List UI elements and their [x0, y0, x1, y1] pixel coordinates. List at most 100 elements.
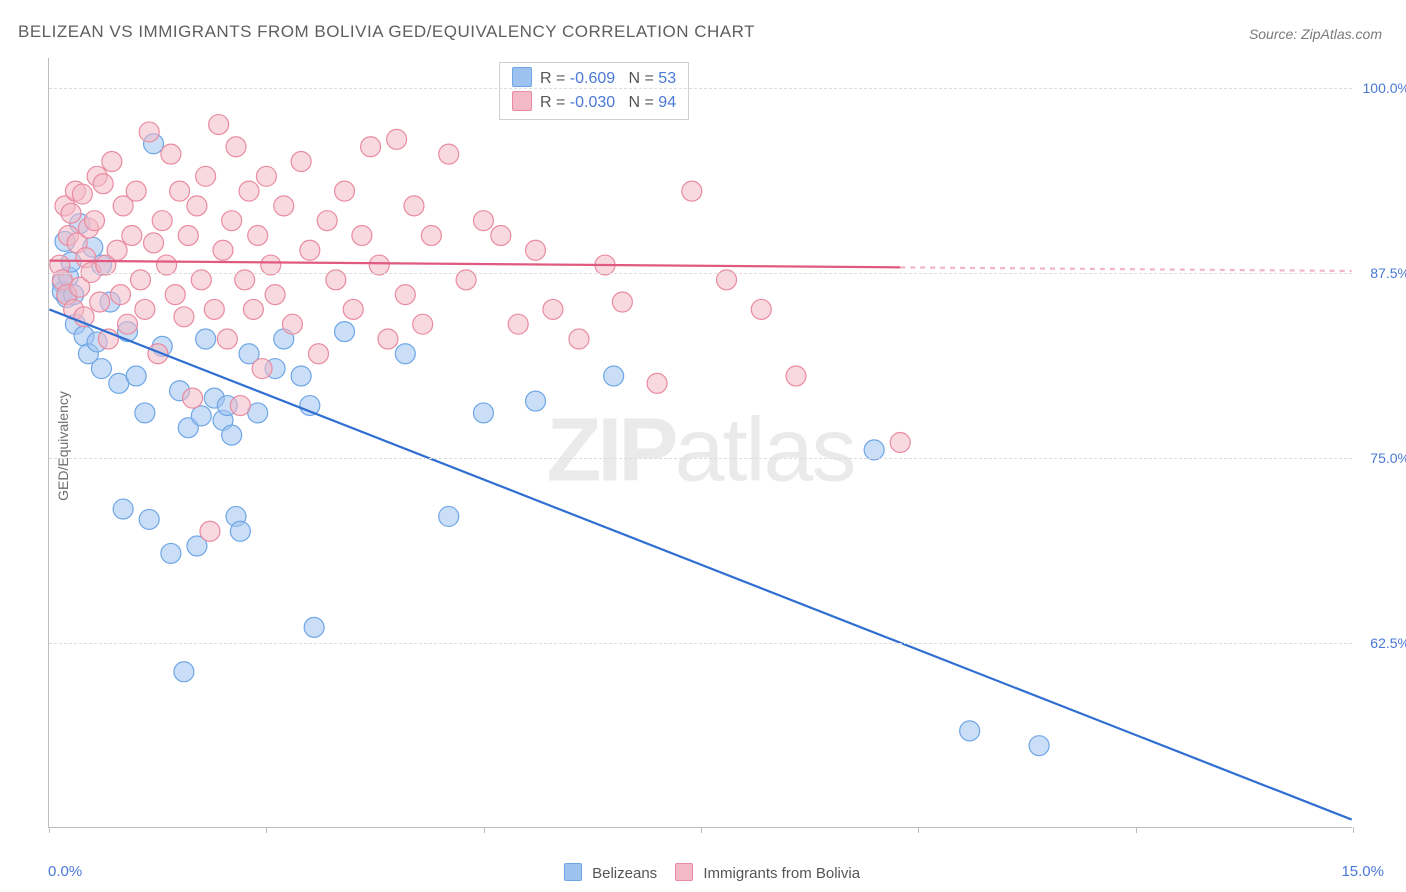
data-point	[102, 152, 122, 172]
chart-title: BELIZEAN VS IMMIGRANTS FROM BOLIVIA GED/…	[18, 22, 755, 42]
data-point	[604, 366, 624, 386]
data-point	[213, 240, 233, 260]
data-point	[174, 307, 194, 327]
data-point	[187, 196, 207, 216]
data-point	[274, 196, 294, 216]
data-point	[252, 359, 272, 379]
data-point	[569, 329, 589, 349]
data-point	[265, 285, 285, 305]
data-point	[217, 329, 237, 349]
data-point	[170, 181, 190, 201]
n-value: 94	[658, 94, 676, 111]
n-value: 53	[658, 70, 676, 87]
legend-swatch	[675, 863, 693, 881]
data-point	[309, 344, 329, 364]
y-tick-label: 75.0%	[1358, 450, 1406, 466]
x-tick	[701, 827, 702, 833]
data-point	[439, 506, 459, 526]
data-point	[786, 366, 806, 386]
data-point	[144, 233, 164, 253]
data-point	[226, 137, 246, 157]
correlation-legend: R = -0.609 N = 53R = -0.030 N = 94	[499, 62, 689, 120]
series-legend: Belizeans Immigrants from Bolivia	[0, 863, 1406, 882]
data-point	[230, 521, 250, 541]
data-point	[890, 433, 910, 453]
data-point	[543, 299, 563, 319]
x-tick	[1136, 827, 1137, 833]
data-point	[491, 225, 511, 245]
legend-swatch	[564, 863, 582, 881]
plot-area: ZIPatlas R = -0.609 N = 53R = -0.030 N =…	[48, 58, 1352, 828]
x-tick	[484, 827, 485, 833]
data-point	[191, 406, 211, 426]
data-point	[395, 285, 415, 305]
data-point	[209, 115, 229, 135]
data-point	[122, 225, 142, 245]
gridline-h	[49, 273, 1352, 274]
data-point	[256, 166, 276, 186]
y-tick-label: 87.5%	[1358, 265, 1406, 281]
r-value: -0.030	[570, 94, 615, 111]
data-point	[647, 373, 667, 393]
data-point	[291, 366, 311, 386]
gridline-h	[49, 88, 1352, 89]
data-point	[152, 211, 172, 231]
legend-swatch	[512, 91, 532, 111]
data-point	[126, 366, 146, 386]
chart-svg	[49, 58, 1352, 827]
data-point	[304, 617, 324, 637]
data-point	[178, 225, 198, 245]
data-point	[111, 285, 131, 305]
data-point	[404, 196, 424, 216]
data-point	[352, 225, 372, 245]
trend-line-dashed-bolivia	[900, 267, 1351, 271]
legend-label: Belizeans	[588, 865, 657, 882]
data-point	[161, 144, 181, 164]
legend-label: Immigrants from Bolivia	[699, 865, 860, 882]
legend-row-bolivia: R = -0.030 N = 94	[512, 91, 676, 115]
data-point	[413, 314, 433, 334]
data-point	[135, 403, 155, 423]
data-point	[139, 509, 159, 529]
data-point	[317, 211, 337, 231]
data-point	[196, 329, 216, 349]
data-point	[300, 240, 320, 260]
data-point	[526, 240, 546, 260]
data-point	[439, 144, 459, 164]
data-point	[183, 388, 203, 408]
data-point	[395, 344, 415, 364]
data-point	[72, 184, 92, 204]
data-point	[174, 662, 194, 682]
gridline-h	[49, 643, 1352, 644]
data-point	[85, 211, 105, 231]
gridline-h	[49, 458, 1352, 459]
data-point	[960, 721, 980, 741]
r-value: -0.609	[570, 70, 615, 87]
source-label: Source: ZipAtlas.com	[1249, 26, 1382, 42]
data-point	[335, 322, 355, 342]
legend-swatch	[512, 67, 532, 87]
y-tick-label: 62.5%	[1358, 635, 1406, 651]
x-tick	[49, 827, 50, 833]
data-point	[126, 181, 146, 201]
data-point	[473, 403, 493, 423]
data-point	[61, 203, 81, 223]
data-point	[473, 211, 493, 231]
data-point	[291, 152, 311, 172]
data-point	[90, 292, 110, 312]
data-point	[222, 211, 242, 231]
data-point	[508, 314, 528, 334]
data-point	[1029, 736, 1049, 756]
data-point	[378, 329, 398, 349]
data-point	[343, 299, 363, 319]
data-point	[200, 521, 220, 541]
data-point	[387, 129, 407, 149]
x-tick	[266, 827, 267, 833]
data-point	[239, 181, 259, 201]
data-point	[196, 166, 216, 186]
data-point	[230, 396, 250, 416]
data-point	[204, 299, 224, 319]
data-point	[361, 137, 381, 157]
data-point	[526, 391, 546, 411]
data-point	[161, 543, 181, 563]
